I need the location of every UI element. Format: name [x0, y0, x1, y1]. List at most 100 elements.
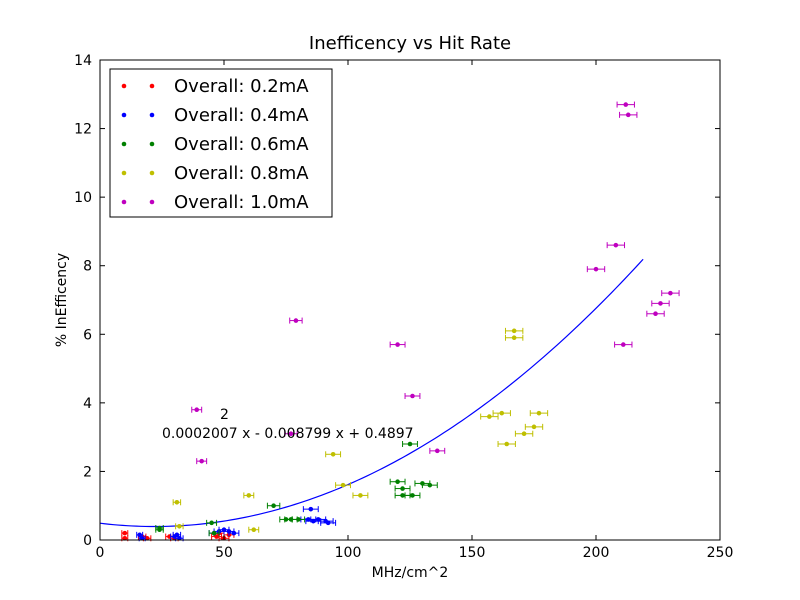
data-point	[177, 535, 182, 541]
legend-label: Overall: 0.2mA	[174, 76, 309, 97]
series-4	[172, 327, 549, 533]
y-tick-label: 0	[83, 533, 92, 549]
legend-marker	[121, 170, 127, 176]
data-point	[293, 318, 299, 323]
legend-marker	[149, 112, 155, 118]
fit-curve-layer	[99, 258, 644, 528]
y-tick-label: 6	[83, 327, 92, 343]
series-5	[191, 101, 680, 465]
data-point	[310, 518, 316, 524]
axis-ticks: 0 50 100 150 200 250 0 2 4 6 8 10 12 14	[74, 53, 733, 561]
legend-marker	[149, 141, 155, 147]
data-point	[400, 493, 405, 498]
data-point	[593, 266, 599, 272]
x-tick-label: 150	[459, 545, 486, 561]
y-tick-label: 4	[83, 396, 92, 412]
legend-entry: Overall: 1.0mA	[121, 192, 309, 213]
data-point	[209, 520, 214, 526]
data-point	[521, 431, 527, 437]
plot-frame	[99, 59, 721, 541]
data-point	[139, 535, 145, 541]
data-point	[137, 532, 142, 538]
data-point	[231, 530, 237, 536]
data-point	[427, 482, 433, 488]
data-point	[487, 414, 492, 419]
legend-marker	[149, 170, 155, 176]
series-3	[155, 441, 438, 537]
y-tick-label: 12	[74, 122, 92, 138]
y-axis-label: % InEfficency	[54, 253, 70, 347]
data-point	[395, 342, 400, 347]
x-tick-label: 250	[707, 545, 734, 561]
data-point	[620, 342, 626, 347]
legend-entry: Overall: 0.2mA	[121, 76, 309, 97]
legend-label: Overall: 0.4mA	[174, 105, 309, 126]
legend-marker	[121, 199, 127, 205]
data-point	[531, 424, 537, 430]
data-point	[271, 503, 276, 509]
data-point	[325, 520, 331, 526]
legend-entry: Overall: 0.4mA	[121, 105, 309, 126]
data-point	[174, 499, 180, 505]
data-point	[668, 290, 673, 296]
data-point	[122, 535, 128, 541]
x-tick-label: 0	[96, 545, 105, 561]
y-tick-label: 10	[74, 190, 92, 206]
data-point	[199, 458, 204, 464]
data-point	[157, 527, 162, 533]
data-point	[407, 441, 413, 447]
fit-annotation: 2 0.0002007 x - 0.008799 x + 0.4897	[162, 407, 414, 442]
legend-marker	[149, 83, 155, 89]
data-point	[214, 534, 219, 539]
x-axis-label: MHz/cm^2	[372, 565, 449, 581]
data-point	[246, 493, 252, 498]
data-point	[395, 479, 400, 485]
data-point	[251, 527, 257, 533]
legend-marker	[149, 199, 155, 205]
data-point	[504, 441, 510, 447]
data-point	[144, 535, 150, 541]
fit-curve	[99, 258, 644, 528]
data-point	[499, 410, 505, 416]
legend-label: Overall: 0.6mA	[174, 134, 309, 155]
x-tick-label: 100	[335, 545, 362, 561]
x-tick-label: 50	[215, 545, 233, 561]
data-point	[330, 451, 336, 457]
data-point	[658, 301, 663, 306]
data-point	[653, 311, 658, 317]
data-point	[122, 530, 128, 536]
x-tick-label: 200	[583, 545, 610, 561]
data-point	[410, 393, 415, 399]
data-point	[296, 517, 301, 522]
data-point	[358, 493, 363, 498]
y-tick-label: 2	[83, 464, 92, 480]
y-tick-label: 14	[74, 53, 92, 69]
legend-entry: Overall: 0.8mA	[121, 163, 309, 184]
data-point	[400, 486, 405, 491]
y-tick-label: 8	[83, 259, 92, 275]
legend-label: Overall: 1.0mA	[174, 192, 309, 213]
fit-equation: 0.0002007 x - 0.008799 x + 0.4897	[162, 426, 414, 442]
data-point	[623, 102, 629, 107]
legend-box	[109, 68, 333, 218]
legend: Overall: 0.2mA Overall: 0.4mA Overall: 0.6…	[109, 68, 333, 218]
data-point	[625, 112, 631, 118]
data-point	[434, 448, 440, 454]
data-point	[511, 335, 517, 341]
data-point	[511, 328, 517, 334]
data-point	[288, 431, 294, 437]
data-point	[340, 482, 346, 488]
legend-marker	[121, 112, 127, 118]
data-point	[177, 523, 182, 529]
chart-title: Inefficency vs Hit Rate	[309, 33, 511, 54]
data-point	[410, 493, 415, 498]
legend-marker	[121, 141, 127, 147]
legend-label: Overall: 0.8mA	[174, 163, 309, 184]
data-point	[613, 242, 619, 248]
data-point	[536, 410, 542, 416]
data-point	[306, 517, 311, 522]
data-point	[194, 407, 200, 413]
data-point	[211, 530, 217, 536]
legend-marker	[121, 83, 127, 89]
